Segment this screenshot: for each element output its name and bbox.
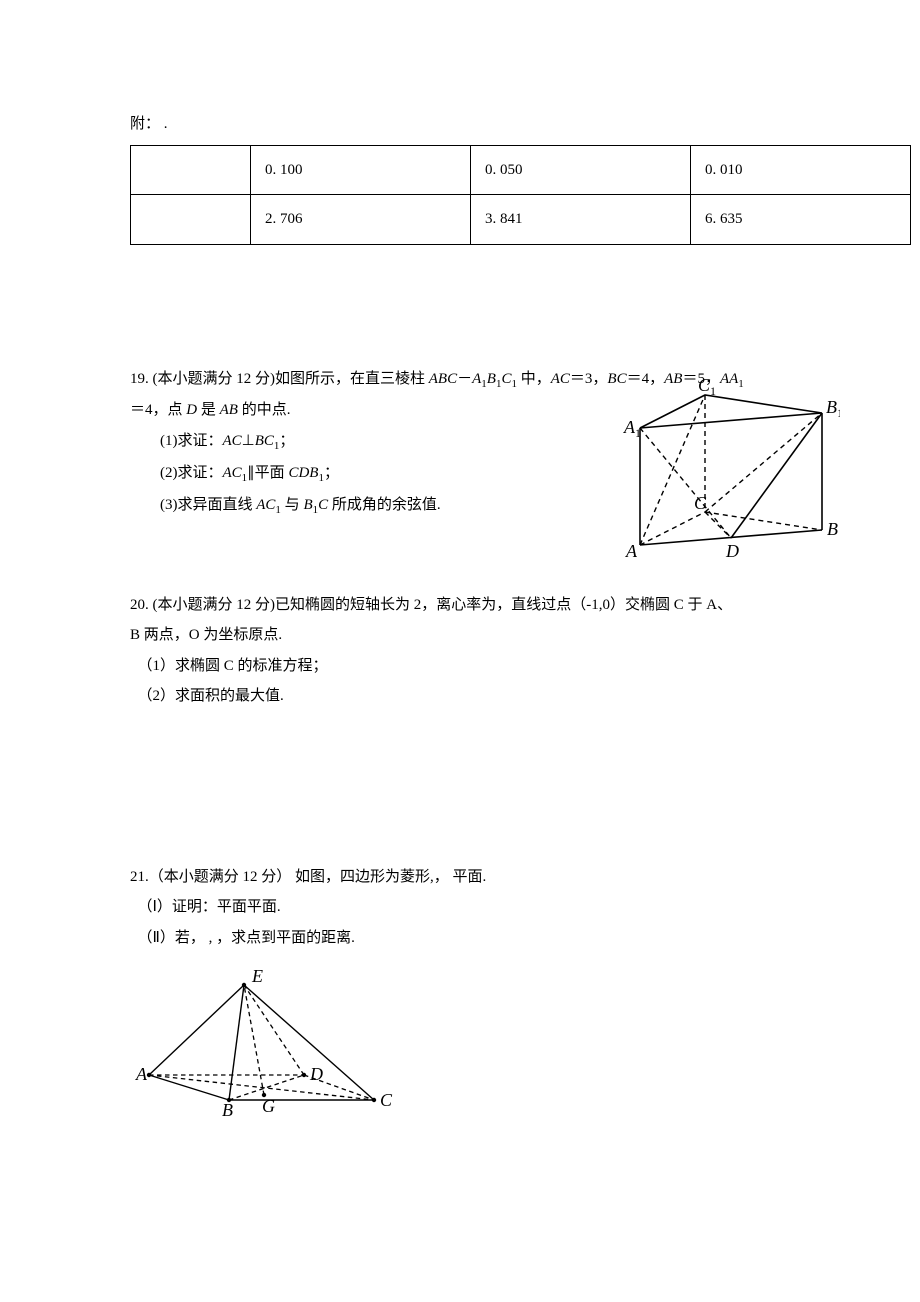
prism-figure-icon: A1 C1 B1 A C B D [610, 373, 840, 563]
p20-q2: （2）求面积的最大值. [130, 682, 810, 711]
svg-text:C1: C1 [698, 375, 716, 398]
text-italic: AC [551, 371, 570, 387]
svg-text:D: D [309, 1064, 323, 1084]
svg-text:C: C [380, 1090, 393, 1110]
p20-stem-line1: 20. (本小题满分 12 分)已知椭圆的短轴长为 2，离心率为，直线过点（-1… [130, 591, 810, 620]
text-italic: B [487, 371, 496, 387]
text: － [457, 371, 472, 387]
attach-label: 附： . [130, 110, 810, 139]
table-row: 0. 100 0. 050 0. 010 [131, 145, 911, 195]
cell-r2c2: 3. 841 [471, 195, 691, 245]
spacer [130, 781, 810, 861]
svg-text:E: E [251, 966, 263, 986]
cell-r2c1: 2. 706 [251, 195, 471, 245]
svg-text:G: G [262, 1096, 275, 1116]
problem-19: 19. (本小题满分 12 分)如图所示，在直三棱柱 ABC－A1B1C1 中，… [130, 365, 810, 521]
text: ＝4，点 [130, 402, 186, 418]
text: 中， [517, 371, 551, 387]
p19-q3: (3)求异面直线 AC1 与 B1C 所成角的余弦值. [130, 491, 570, 521]
p20-stem-line2: B 两点，O 为坐标原点. [130, 621, 810, 650]
pyramid-figure-icon: A B C D G E [134, 960, 394, 1120]
text: ； [279, 433, 294, 449]
text-italic: A [472, 371, 481, 387]
text-italic: CDB [288, 465, 318, 481]
p20-q1: （1）求椭圆 C 的标准方程； [130, 652, 810, 681]
exam-page: 附： . 0. 100 0. 050 0. 010 2. 706 3. 841 … [0, 0, 920, 1302]
cell-r1c2: 0. 050 [471, 145, 691, 195]
svg-text:A1: A1 [623, 417, 641, 440]
text-italic: AC [256, 497, 275, 513]
text: (2)求证： [160, 465, 223, 481]
cell-r2c0 [131, 195, 251, 245]
text: 是 [197, 402, 220, 418]
text: (3)求异面直线 [160, 497, 256, 513]
p21-stem: 21.（本小题满分 12 分） 如图，四边形为菱形,， 平面. [130, 863, 810, 892]
text-italic: D [186, 402, 197, 418]
text: 与 [281, 497, 304, 513]
problem-20: 20. (本小题满分 12 分)已知椭圆的短轴长为 2，离心率为，直线过点（-1… [130, 591, 810, 711]
text: ； [324, 465, 339, 481]
text: 所成角的余弦值. [328, 497, 441, 513]
text-italic: AC [223, 433, 242, 449]
text: 19. (本小题满分 12 分)如图所示，在直三棱柱 [130, 371, 429, 387]
svg-text:A: A [625, 541, 638, 561]
cell-r1c3: 0. 010 [691, 145, 911, 195]
text: (1)求证： [160, 433, 223, 449]
reference-table: 0. 100 0. 050 0. 010 2. 706 3. 841 6. 63… [130, 145, 911, 245]
text: ∥平面 [247, 465, 288, 481]
cell-r1c0 [131, 145, 251, 195]
text-italic: B [303, 497, 312, 513]
text-italic: AB [220, 402, 238, 418]
svg-text:D: D [725, 541, 739, 561]
cell-r2c3: 6. 635 [691, 195, 911, 245]
text: ＝3， [570, 371, 608, 387]
text-italic: BC [255, 433, 274, 449]
p21-q2: （Ⅱ）若， , ，求点到平面的距离. [130, 924, 810, 953]
svg-text:C: C [694, 493, 707, 513]
text: ⊥ [242, 433, 255, 449]
problem-21: 21.（本小题满分 12 分） 如图，四边形为菱形,， 平面. （Ⅰ）证明：平面… [130, 863, 810, 1131]
text-italic: C [318, 497, 328, 513]
svg-text:A: A [135, 1064, 148, 1084]
svg-text:B: B [827, 519, 838, 539]
cell-r1c1: 0. 100 [251, 145, 471, 195]
p19-q2: (2)求证：AC1∥平面 CDB1； [130, 459, 570, 489]
p21-q1: （Ⅰ）证明：平面平面. [130, 893, 810, 922]
svg-text:B: B [222, 1100, 233, 1120]
svg-text:B1: B1 [826, 397, 840, 420]
text-italic: ABC [429, 371, 457, 387]
text: 的中点. [238, 402, 291, 418]
table-row: 2. 706 3. 841 6. 635 [131, 195, 911, 245]
p19-q1: (1)求证：AC⊥BC1； [130, 427, 570, 457]
text-italic: AC [223, 465, 242, 481]
text-italic: C [501, 371, 511, 387]
